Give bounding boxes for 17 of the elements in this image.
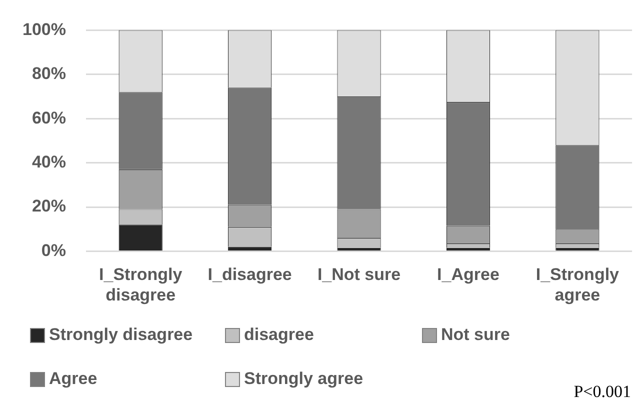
y-tick-label: 80% bbox=[32, 64, 66, 84]
x-tick-label: I_Strongly agree bbox=[536, 265, 620, 304]
y-tick-label: 0% bbox=[41, 240, 66, 260]
legend-label: Strongly disagree bbox=[49, 325, 193, 345]
legend-label: disagree bbox=[244, 325, 314, 345]
x-tick-label: I_Agree bbox=[437, 265, 500, 284]
x-tick-label: I_disagree bbox=[208, 265, 292, 284]
y-tick-label: 20% bbox=[32, 196, 66, 216]
x-tick-label: I_Not sure bbox=[317, 265, 401, 284]
legend-label: Strongly agree bbox=[244, 369, 364, 389]
legend-label: Not sure bbox=[441, 325, 510, 345]
legend-label: Agree bbox=[49, 369, 98, 389]
y-tick-label: 40% bbox=[32, 152, 66, 172]
y-tick-label: 60% bbox=[32, 108, 66, 128]
x-tick-label: I_Strongly disagree bbox=[99, 265, 183, 304]
y-tick-label: 100% bbox=[22, 20, 66, 39]
text: P<0.001 bbox=[574, 382, 631, 402]
